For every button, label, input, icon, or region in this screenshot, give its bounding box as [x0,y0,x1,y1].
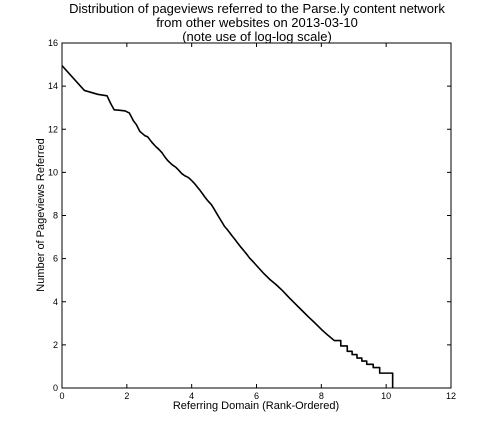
y-tick-label: 14 [48,81,58,91]
chart-title-line-3: (note use of log-log scale) [182,29,332,44]
x-axis-label: Referring Domain (Rank-Ordered) [173,400,339,412]
series-layer [61,65,394,388]
x-tick-label: 2 [124,391,129,401]
y-axis-ticks: 0 2 4 6 8 10 12 14 16 [48,38,451,393]
series-line [61,65,394,388]
y-tick-label: 2 [53,340,58,350]
y-axis-label: Number of Pageviews Referred [35,138,47,291]
y-tick-label: 8 [53,211,58,221]
x-tick-label: 10 [381,391,391,401]
y-tick-label: 6 [53,254,58,264]
x-tick-label: 8 [319,391,324,401]
y-tick-label: 16 [48,38,58,48]
y-tick-label: 0 [53,383,58,393]
y-tick-label: 10 [48,167,58,177]
x-tick-label: 6 [254,391,259,401]
chart-title-line-1: Distribution of pageviews referred to th… [69,1,445,16]
chart-title-line-2: from other websites on 2013-03-10 [156,15,358,30]
y-tick-label: 4 [53,297,58,307]
x-tick-label: 4 [189,391,194,401]
x-tick-label: 0 [59,391,64,401]
x-axis-ticks: 0 2 4 6 8 10 12 [59,43,456,401]
plot-area-frame [61,42,452,389]
x-tick-label: 12 [446,391,456,401]
y-tick-label: 12 [48,124,58,134]
